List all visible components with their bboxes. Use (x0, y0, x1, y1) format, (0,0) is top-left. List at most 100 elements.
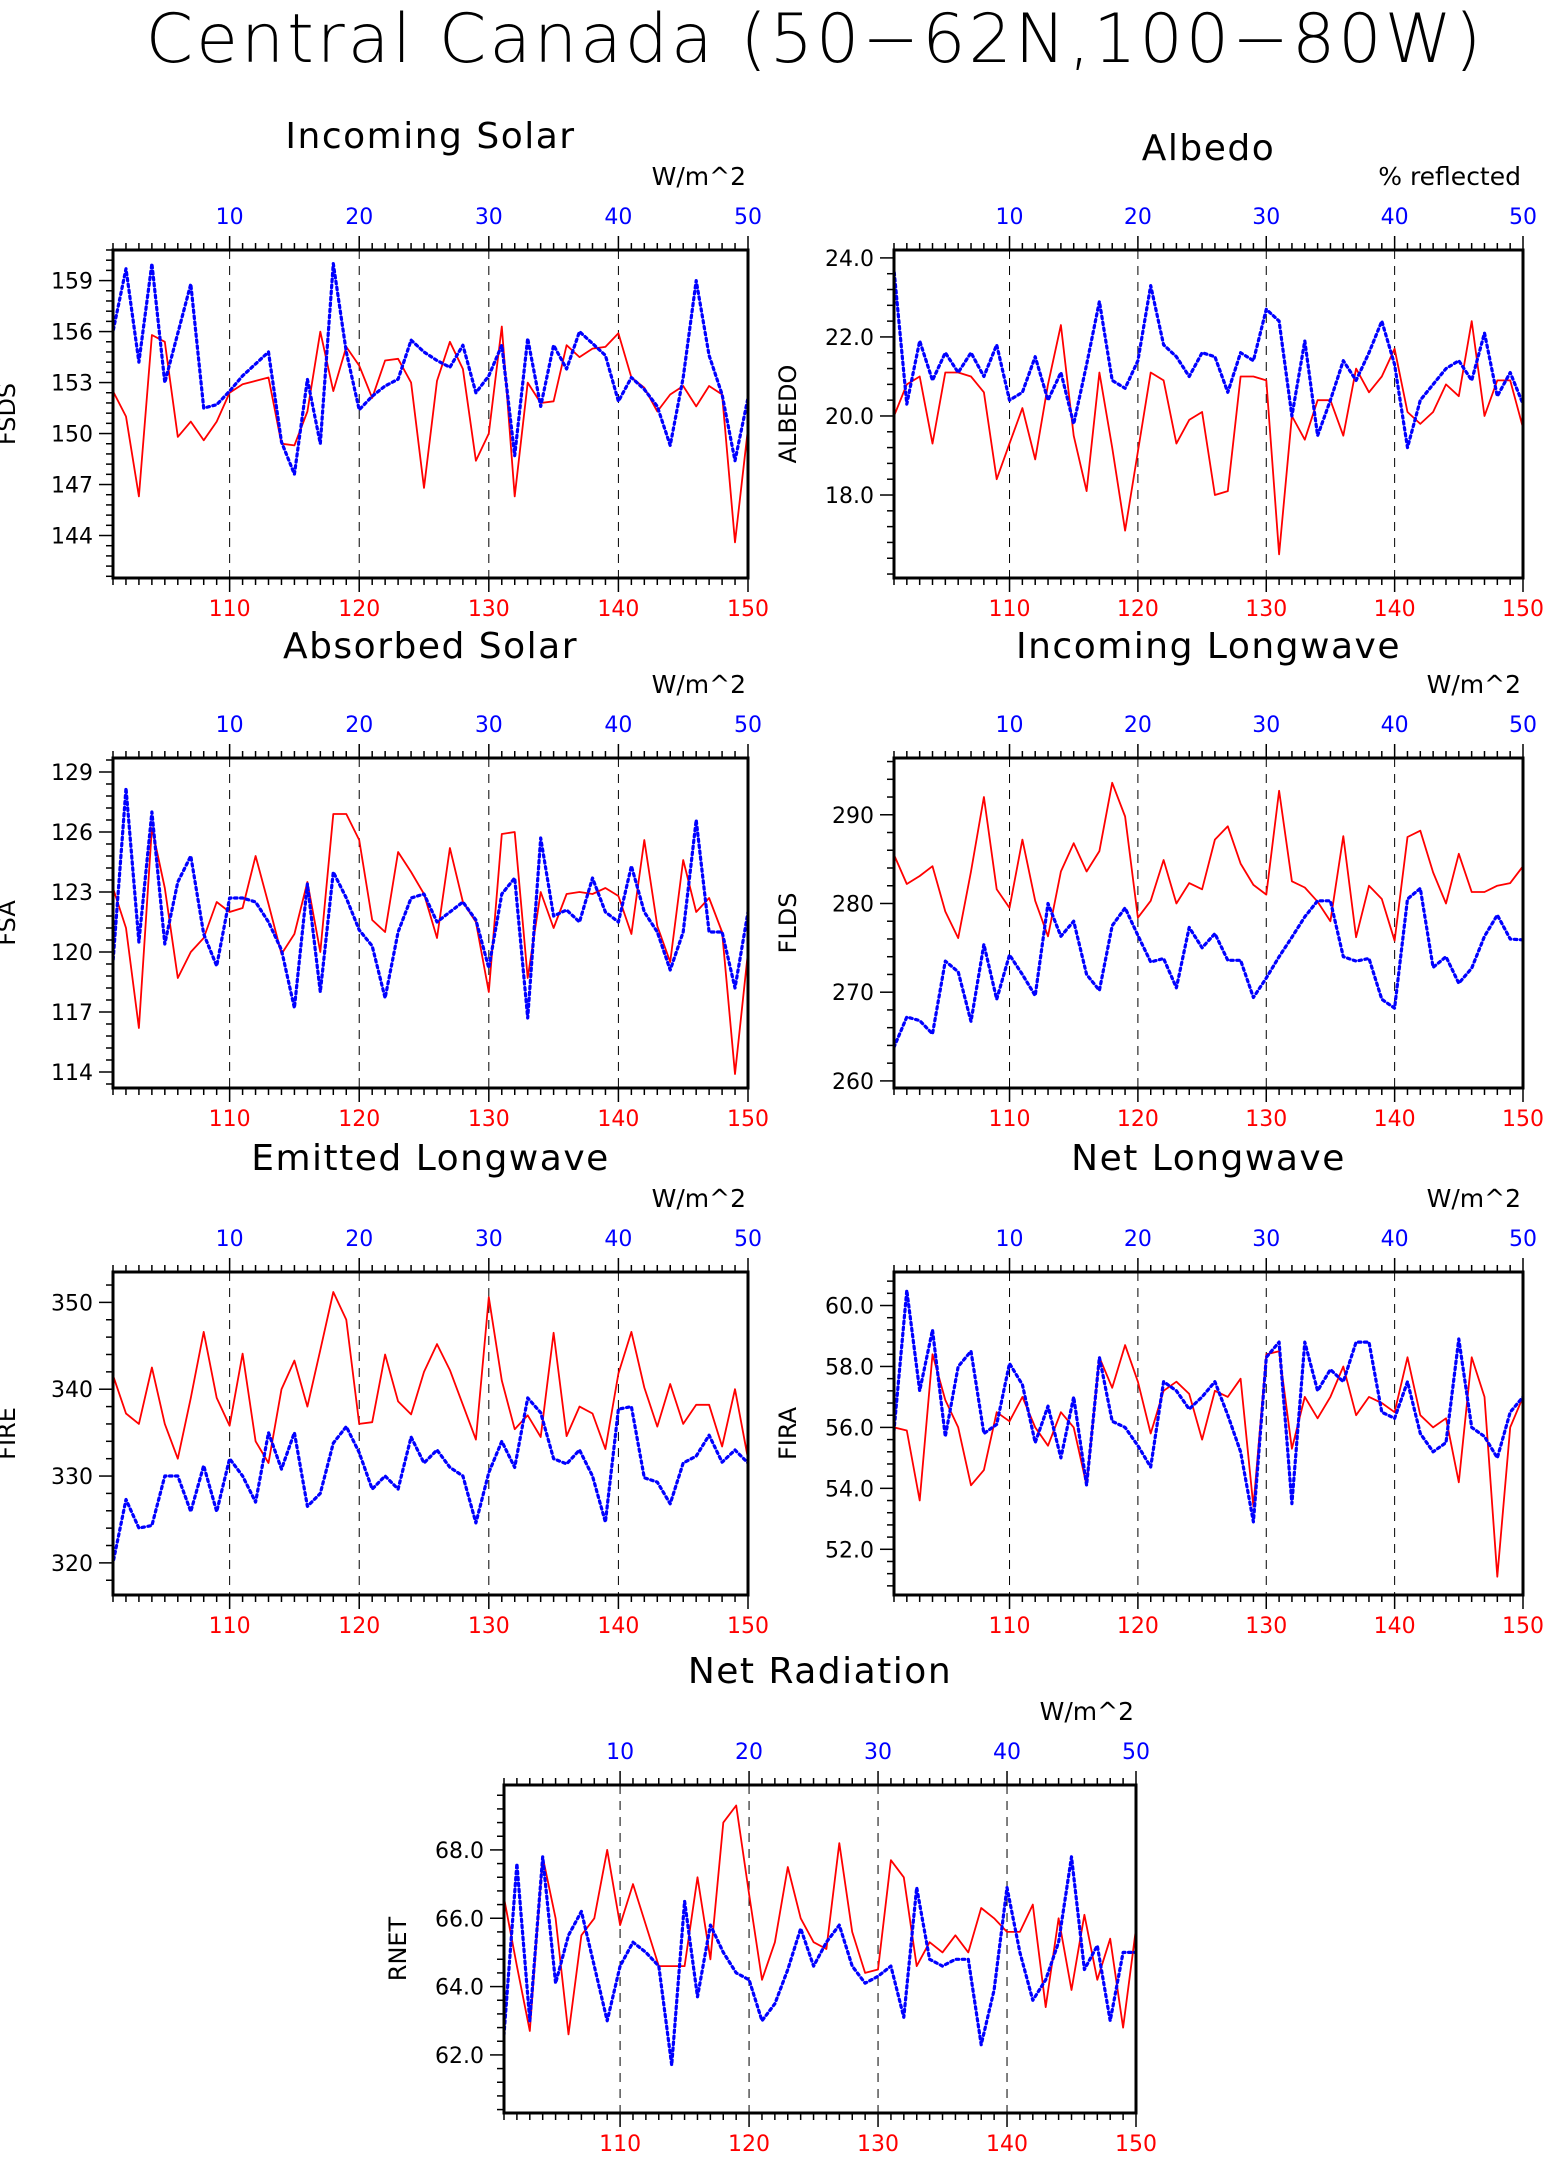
unit-label: W/m^2 (1427, 670, 1521, 699)
x-tick-label-top: 20 (735, 1740, 763, 1765)
y-tick-label: 62.0 (435, 2044, 484, 2069)
x-tick-label-bottom: 110 (989, 1614, 1031, 1639)
x-tick-label-top: 10 (996, 713, 1024, 738)
x-tick-label-top: 40 (1381, 205, 1409, 230)
panel-title: Emitted Longwave (251, 1138, 610, 1179)
x-tick-label-top: 30 (1252, 1227, 1280, 1252)
y-tick-label: 22.0 (825, 326, 874, 351)
x-tick-label-bottom: 110 (209, 1107, 251, 1132)
x-tick-label-bottom: 140 (597, 597, 639, 622)
y-tick-label: 153 (51, 372, 93, 397)
x-tick-label-top: 50 (1122, 1740, 1150, 1765)
x-tick-label-top: 30 (864, 1740, 892, 1765)
series-blue-dotted-line (113, 1396, 748, 1567)
x-tick-label-bottom: 120 (728, 2132, 770, 2157)
y-tick-label: 144 (51, 525, 93, 550)
series-red-line (894, 781, 1523, 942)
y-tick-label: 260 (832, 1070, 874, 1095)
unit-label: % reflected (1378, 162, 1521, 191)
x-tick-label-bottom: 150 (1502, 1614, 1544, 1639)
panel-title: Incoming Longwave (1016, 626, 1401, 667)
x-tick-label-bottom: 130 (1245, 1107, 1287, 1132)
x-tick-label-top: 10 (216, 205, 244, 230)
x-tick-label-top: 20 (345, 713, 373, 738)
x-tick-label-top: 10 (996, 205, 1024, 230)
y-tick-label: 120 (51, 941, 93, 966)
x-tick-label-bottom: 110 (989, 597, 1031, 622)
x-tick-label-top: 50 (734, 205, 762, 230)
panel-albedo: Albedo % reflected ALBEDO 18.0 20.0 22.0 24.0 1… (774, 128, 1544, 622)
unit-label: W/m^2 (1427, 1184, 1521, 1213)
x-tick-label-bottom: 120 (1117, 1107, 1159, 1132)
y-tick-label: 18.0 (825, 484, 874, 509)
x-tick-label-top: 30 (1252, 713, 1280, 738)
y-axis-label: FIRA (774, 1406, 802, 1460)
y-tick-label: 60.0 (825, 1295, 874, 1320)
unit-label: W/m^2 (1040, 1697, 1134, 1726)
series-red-line (504, 1804, 1136, 2036)
y-axis-label: FLDS (774, 893, 802, 954)
panel-fira: Net Longwave W/m^2 FIRA 52.0 54.0 56.0 58.0 60.… (774, 1138, 1544, 1639)
x-tick-label-top: 20 (1124, 713, 1152, 738)
y-tick-label: 114 (51, 1061, 93, 1086)
x-tick-label-bottom: 150 (727, 1614, 769, 1639)
series-red-line (113, 813, 748, 1075)
y-axis-label: FSA (0, 900, 21, 946)
x-tick-label-top: 40 (1381, 713, 1409, 738)
x-tick-label-bottom: 120 (1117, 597, 1159, 622)
y-tick-label: 117 (51, 1001, 93, 1026)
y-axis-label: RNET (384, 1916, 412, 1981)
y-tick-label: 24.0 (825, 247, 874, 272)
unit-label: W/m^2 (652, 162, 746, 191)
unit-label: W/m^2 (652, 670, 746, 699)
y-axis-label: ALBEDO (774, 365, 802, 464)
plot-frame (111, 1270, 750, 1597)
x-tick-label-bottom: 150 (1502, 597, 1544, 622)
x-tick-label-bottom: 140 (1374, 1107, 1416, 1132)
plot-frame (111, 756, 750, 1090)
x-tick-label-top: 50 (734, 713, 762, 738)
x-tick-label-top: 50 (1509, 205, 1537, 230)
y-tick-label: 126 (51, 821, 93, 846)
x-tick-label-bottom: 120 (338, 1614, 380, 1639)
plot-frame (111, 248, 750, 580)
panel-fsa: Absorbed Solar W/m^2 FSA 114 117 120 123 126 129… (0, 626, 769, 1132)
x-tick-label-bottom: 150 (1502, 1107, 1544, 1132)
y-tick-label: 280 (832, 892, 874, 917)
x-tick-label-top: 30 (1252, 205, 1280, 230)
x-tick-label-top: 10 (996, 1227, 1024, 1252)
x-tick-label-bottom: 120 (1117, 1614, 1159, 1639)
plot-frame (892, 1270, 1525, 1597)
panel-fsds: Incoming Solar W/m^2 FSDS 144 147 150 153 156 15… (0, 116, 769, 622)
x-tick-label-bottom: 120 (338, 597, 380, 622)
y-tick-label: 320 (51, 1552, 93, 1577)
y-axis-label: FIRE (0, 1407, 21, 1460)
x-tick-label-top: 20 (1124, 205, 1152, 230)
x-tick-label-bottom: 110 (209, 1614, 251, 1639)
y-tick-label: 290 (832, 804, 874, 829)
y-tick-label: 159 (51, 270, 93, 295)
y-tick-label: 58.0 (825, 1355, 874, 1380)
x-tick-label-top: 10 (216, 713, 244, 738)
y-tick-label: 147 (51, 474, 93, 499)
x-tick-label-bottom: 120 (338, 1107, 380, 1132)
series-red-line (113, 1291, 748, 1464)
x-tick-label-top: 20 (1124, 1227, 1152, 1252)
series-blue-dotted-line (894, 1288, 1523, 1524)
y-tick-label: 129 (51, 761, 93, 786)
x-tick-label-bottom: 110 (209, 597, 251, 622)
y-axis-label: FSDS (0, 383, 21, 445)
x-tick-label-bottom: 140 (1374, 597, 1416, 622)
x-tick-label-bottom: 140 (597, 1614, 639, 1639)
panel-title: Absorbed Solar (283, 626, 578, 667)
x-tick-label-bottom: 130 (468, 597, 510, 622)
x-tick-label-top: 30 (475, 205, 503, 230)
y-tick-label: 56.0 (825, 1416, 874, 1441)
x-tick-label-top: 30 (475, 1227, 503, 1252)
x-tick-label-bottom: 130 (857, 2132, 899, 2157)
series-blue-dotted-line (894, 268, 1523, 450)
panel-fire: Emitted Longwave W/m^2 FIRE 320 330 340 350 110… (0, 1138, 769, 1639)
y-tick-label: 150 (51, 423, 93, 448)
series-blue-dotted-line (113, 262, 748, 476)
y-tick-label: 330 (51, 1465, 93, 1490)
